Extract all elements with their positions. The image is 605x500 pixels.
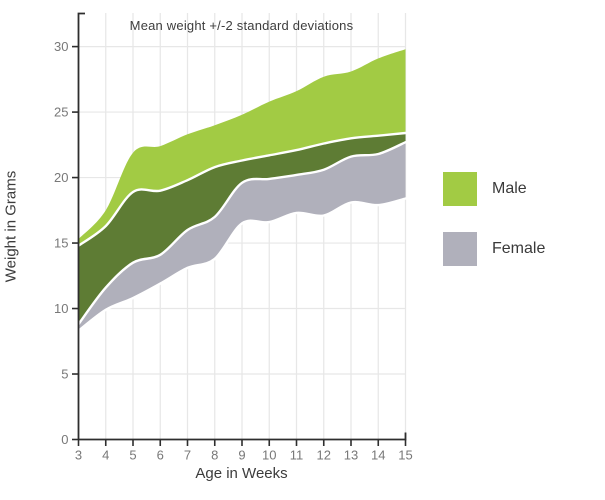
female-upper-edge	[77, 131, 407, 247]
female-series-swatch-icon	[443, 232, 477, 266]
y-tick-label: 30	[54, 39, 68, 54]
legend-label-female: Female	[492, 240, 546, 257]
gridlines	[78, 13, 407, 440]
legend-item-female[interactable]: Female	[443, 232, 593, 266]
y-tick-label: 15	[54, 236, 68, 251]
x-tick-label: 13	[344, 448, 358, 463]
y-axis-title: Weight in Grams	[2, 170, 20, 283]
legend: Male Female	[443, 172, 593, 292]
x-tick-label: 9	[238, 448, 245, 463]
y-axis-line	[77, 12, 85, 440]
x-tick-label: 5	[129, 448, 136, 463]
chart-title: Mean weight +/-2 standard deviations	[129, 18, 354, 33]
tick-marks	[72, 45, 407, 446]
y-tick-label: 5	[61, 367, 68, 382]
male-female-overlap-band	[78, 133, 406, 325]
x-tick-label: 3	[75, 448, 82, 463]
legend-item-male[interactable]: Male	[443, 172, 593, 206]
male-lower-edge	[77, 141, 407, 326]
band-edge-lines	[77, 131, 407, 332]
legend-label-male: Male	[492, 180, 527, 197]
series-bands	[78, 49, 406, 331]
x-tick-label: 11	[290, 448, 304, 463]
x-tick-label: 14	[371, 448, 385, 463]
x-tick-label: 4	[102, 448, 109, 463]
x-tick-label: 12	[317, 448, 331, 463]
male-band	[78, 49, 406, 246]
x-tick-label: 6	[157, 448, 164, 463]
x-tick-label: 7	[184, 448, 191, 463]
x-tick-label: 8	[211, 448, 218, 463]
female-lower-edge	[77, 197, 407, 332]
y-tick-label: 20	[54, 170, 68, 185]
male-series-swatch-icon	[443, 172, 477, 206]
y-tick-label: 10	[54, 301, 68, 316]
y-tick-label: 0	[61, 432, 68, 447]
tick-labels: 0 5 10 15 20 25 30 3 4 5 6 7 8 9 10 11 12 13 14 15	[54, 39, 413, 462]
y-tick-label: 25	[54, 105, 68, 120]
x-tick-label: 15	[398, 448, 412, 463]
x-axis-title: Age in Weeks	[195, 465, 288, 482]
x-tick-label: 10	[262, 448, 276, 463]
female-band	[78, 133, 406, 331]
